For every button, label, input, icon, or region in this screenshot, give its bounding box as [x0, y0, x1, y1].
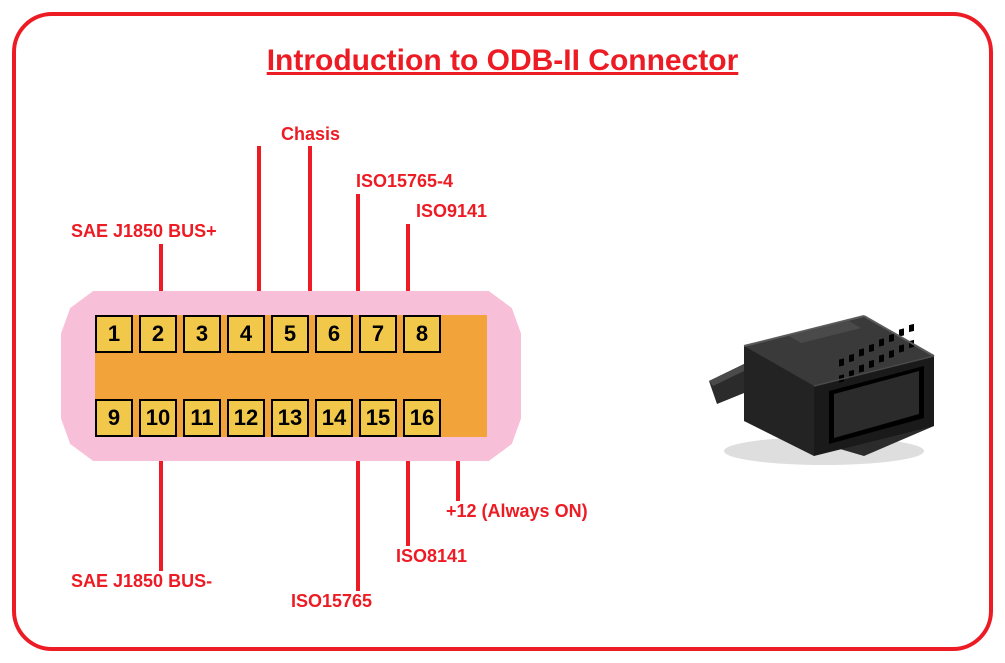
page-title: Introduction to ODB-II Connector [16, 44, 989, 78]
label-pin7: ISO9141 [416, 201, 487, 222]
pin-row-bottom: 9 10 11 12 13 14 15 16 [95, 399, 441, 437]
pin-8: 8 [403, 315, 441, 353]
pin-12: 12 [227, 399, 265, 437]
pin-10: 10 [139, 399, 177, 437]
pin-2: 2 [139, 315, 177, 353]
pin-6: 6 [315, 315, 353, 353]
pin-1: 1 [95, 315, 133, 353]
label-pin15: ISO8141 [396, 546, 467, 567]
label-pin10: SAE J1850 BUS- [71, 571, 212, 592]
label-pin14: ISO15765 [291, 591, 372, 612]
label-pin16: +12 (Always ON) [446, 501, 588, 522]
label-pin6: ISO15765-4 [356, 171, 453, 192]
pin-4: 4 [227, 315, 265, 353]
pin-3: 3 [183, 315, 221, 353]
pin-14: 14 [315, 399, 353, 437]
label-pin2: SAE J1850 BUS+ [71, 221, 217, 242]
label-pin4-5: Chasis [281, 124, 340, 145]
connector-diagram: 1 2 3 4 5 6 7 8 9 10 11 12 13 14 15 16 [61, 291, 521, 461]
physical-connector-image [689, 286, 949, 476]
pin-row-top: 1 2 3 4 5 6 7 8 [95, 315, 441, 353]
pin-13: 13 [271, 399, 309, 437]
pin-16: 16 [403, 399, 441, 437]
pin-5: 5 [271, 315, 309, 353]
pin-7: 7 [359, 315, 397, 353]
pin-15: 15 [359, 399, 397, 437]
diagram-frame: Introduction to ODB-II Connector SAE J18… [12, 12, 993, 651]
pin-9: 9 [95, 399, 133, 437]
pin-11: 11 [183, 399, 221, 437]
